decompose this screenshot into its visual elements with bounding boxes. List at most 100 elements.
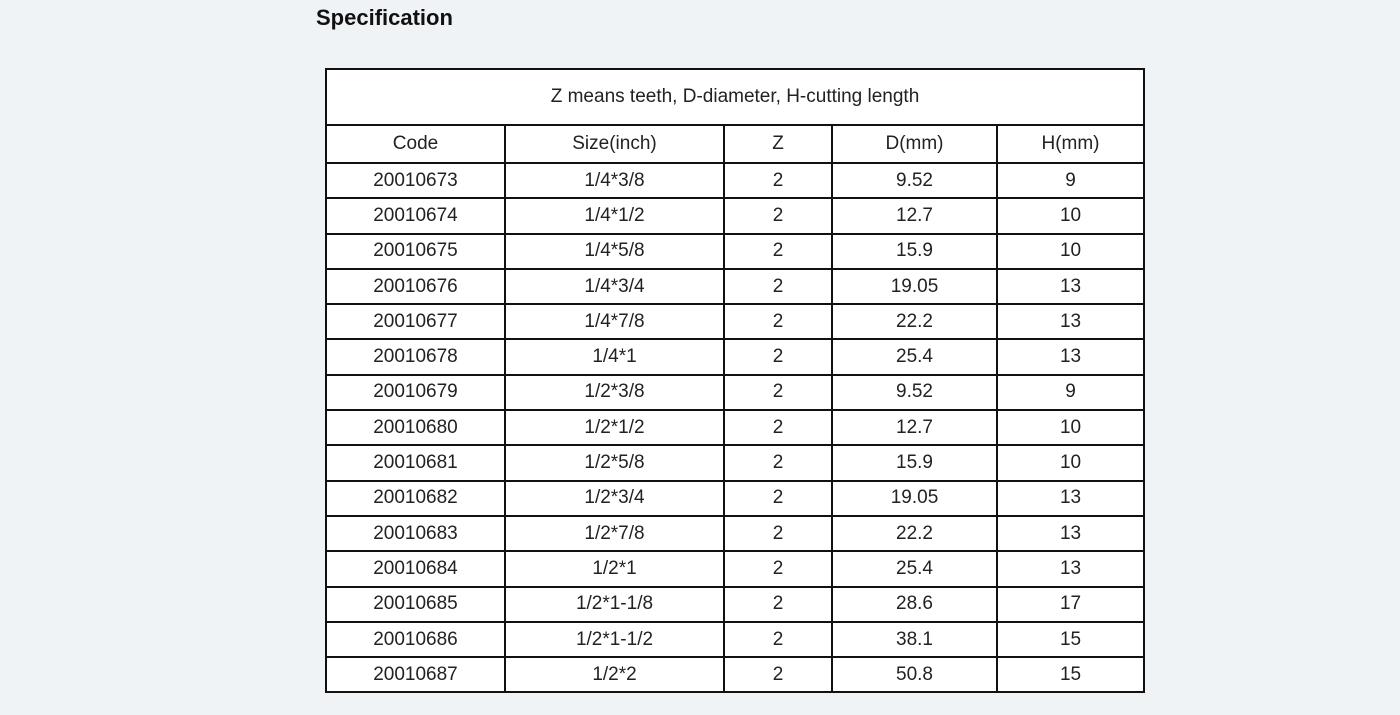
table-cell: 9.52	[831, 161, 998, 200]
data-row: 20010681 1/2*5/8 2 15.9 10	[325, 444, 1146, 482]
table-cell: 2	[723, 267, 833, 306]
table-cell: 20010682	[325, 479, 506, 517]
data-row: 20010684 1/2*1 2 25.4 13	[325, 550, 1146, 588]
data-row: 20010675 1/4*5/8 2 15.9 10	[325, 232, 1146, 270]
table-cell: 38.1	[831, 620, 998, 659]
data-row: 20010685 1/2*1-1/8 2 28.6 17	[325, 585, 1146, 623]
table-cell: 2	[723, 656, 833, 694]
table-cell: 2	[723, 303, 833, 341]
table-cell: 1/4*1	[504, 338, 725, 376]
table-cell: 9	[995, 161, 1146, 200]
table-cell: 2	[723, 620, 833, 659]
table-cell: 15	[995, 620, 1146, 659]
table-cell: 15	[995, 656, 1146, 694]
column-header: H(mm)	[995, 124, 1146, 164]
table-cell: 20010673	[325, 161, 506, 200]
table-cell: 20010674	[325, 197, 506, 235]
table-cell: 1/2*1/2	[504, 409, 725, 447]
table-cell: 20010680	[325, 409, 506, 447]
caption-row: Z means teeth, D-diameter, H-cutting len…	[324, 68, 1146, 126]
table-cell: 9	[995, 373, 1146, 412]
column-header: D(mm)	[831, 124, 998, 164]
spec-table: Z means teeth, D-diameter, H-cutting len…	[324, 68, 1146, 694]
data-row: 20010687 1/2*2 2 50.8 15	[325, 656, 1146, 694]
table-cell: 1/2*3/4	[504, 479, 725, 517]
table-cell: 2	[723, 373, 833, 412]
table-cell: 1/4*3/4	[504, 267, 725, 306]
table-cell: 13	[995, 550, 1146, 588]
table-cell: 13	[995, 303, 1146, 341]
table-cell: 2	[723, 197, 833, 235]
table-cell: 20010675	[325, 232, 506, 270]
table-cell: 17	[995, 585, 1146, 623]
table-cell: 25.4	[831, 550, 998, 588]
table-cell: 9.52	[831, 373, 998, 412]
table-cell: 2	[723, 444, 833, 482]
table-cell: 13	[995, 267, 1146, 306]
table-cell: 1/2*7/8	[504, 514, 725, 553]
data-row: 20010686 1/2*1-1/2 2 38.1 15	[325, 620, 1146, 659]
table-cell: 2	[723, 338, 833, 376]
column-header: Code	[325, 124, 506, 164]
data-row: 20010680 1/2*1/2 2 12.7 10	[325, 409, 1146, 447]
column-header: Size(inch)	[504, 124, 725, 164]
section-heading: Specification	[316, 5, 453, 30]
data-row: 20010677 1/4*7/8 2 22.2 13	[325, 303, 1146, 341]
table-cell: 10	[995, 197, 1146, 235]
table-cell: 12.7	[831, 197, 998, 235]
table-cell: 10	[995, 409, 1146, 447]
table-cell: 2	[723, 514, 833, 553]
data-row: 20010673 1/4*3/8 2 9.52 9	[325, 161, 1146, 200]
table-cell: 2	[723, 161, 833, 200]
table-cell: 20010678	[325, 338, 506, 376]
data-row: 20010678 1/4*1 2 25.4 13	[325, 338, 1146, 376]
table-cell: 25.4	[831, 338, 998, 376]
table-cell: 1/4*1/2	[504, 197, 725, 235]
column-header: Z	[723, 124, 833, 164]
table-cell: 1/2*1-1/2	[504, 620, 725, 659]
table-cell: 12.7	[831, 409, 998, 447]
table-cell: 2	[723, 585, 833, 623]
data-row: 20010674 1/4*1/2 2 12.7 10	[325, 197, 1146, 235]
table-cell: 20010676	[325, 267, 506, 306]
table-cell: 15.9	[831, 232, 998, 270]
table-cell: 28.6	[831, 585, 998, 623]
data-row: 20010683 1/2*7/8 2 22.2 13	[325, 514, 1146, 553]
table-cell: 20010686	[325, 620, 506, 659]
table-cell: 10	[995, 232, 1146, 270]
table-cell: 20010685	[325, 585, 506, 623]
table-body: Z means teeth, D-diameter, H-cutting len…	[324, 68, 1146, 694]
table-cell: 1/2*1-1/8	[504, 585, 725, 623]
table-cell: 2	[723, 479, 833, 517]
table-cell: 2	[723, 409, 833, 447]
table-cell: 1/2*1	[504, 550, 725, 588]
table-cell: 20010683	[325, 514, 506, 553]
table-cell: 13	[995, 338, 1146, 376]
table-cell: 10	[995, 444, 1146, 482]
table-cell: 1/2*2	[504, 656, 725, 694]
table-caption: Z means teeth, D-diameter, H-cutting len…	[324, 68, 1146, 126]
table-cell: 50.8	[831, 656, 998, 694]
table-cell: 22.2	[831, 514, 998, 553]
table-cell: 2	[723, 232, 833, 270]
table-cell: 1/2*3/8	[504, 373, 725, 412]
table-cell: 20010677	[325, 303, 506, 341]
table-cell: 19.05	[831, 479, 998, 517]
table-cell: 13	[995, 514, 1146, 553]
data-row: 20010679 1/2*3/8 2 9.52 9	[325, 373, 1146, 412]
table-cell: 1/4*3/8	[504, 161, 725, 200]
table-cell: 15.9	[831, 444, 998, 482]
table-cell: 20010684	[325, 550, 506, 588]
table-cell: 13	[995, 479, 1146, 517]
table-cell: 19.05	[831, 267, 998, 306]
table-cell: 20010681	[325, 444, 506, 482]
table-cell: 20010687	[325, 656, 506, 694]
table-cell: 2	[723, 550, 833, 588]
table-cell: 1/4*5/8	[504, 232, 725, 270]
table-cell: 1/2*5/8	[504, 444, 725, 482]
table-cell: 22.2	[831, 303, 998, 341]
data-row: 20010676 1/4*3/4 2 19.05 13	[325, 267, 1146, 306]
table-cell: 20010679	[325, 373, 506, 412]
table-cell: 1/4*7/8	[504, 303, 725, 341]
